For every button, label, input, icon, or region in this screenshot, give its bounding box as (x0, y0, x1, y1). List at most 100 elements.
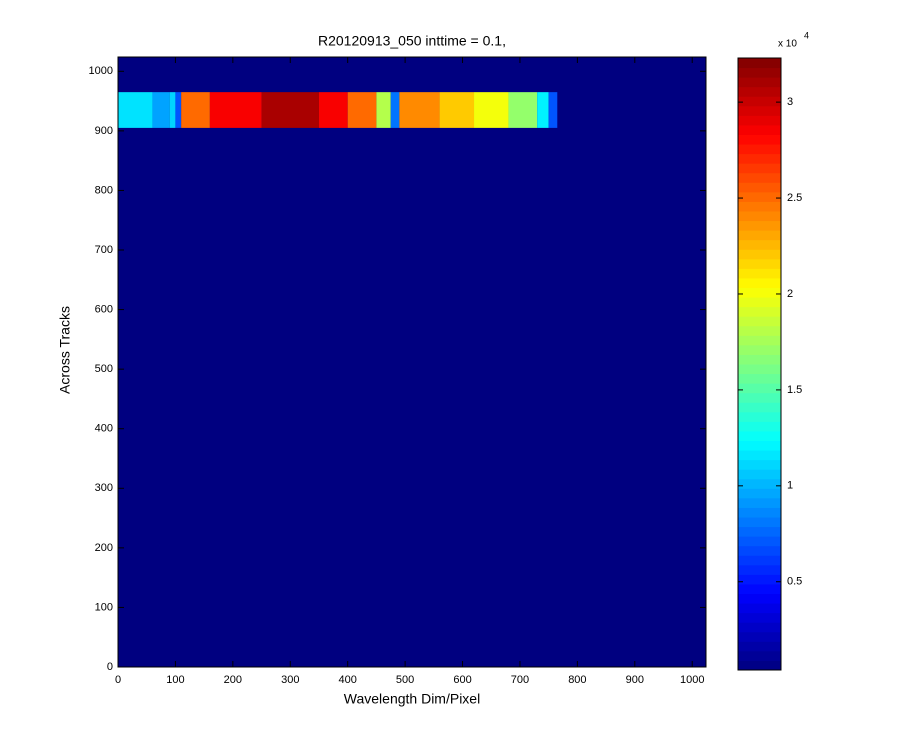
colorbar-cell (738, 249, 781, 260)
x-tick-label: 800 (568, 674, 586, 686)
colorbar-cell (738, 239, 781, 250)
colorbar-cell (738, 440, 781, 451)
heatmap-cell (152, 92, 170, 128)
colorbar-cell (738, 364, 781, 375)
x-tick-label: 600 (453, 674, 471, 686)
colorbar-cell (738, 612, 781, 623)
colorbar-cell (738, 344, 781, 355)
x-tick-label: 1000 (680, 674, 704, 686)
x-tick-label: 400 (339, 674, 357, 686)
heatmap-cell (537, 92, 549, 128)
heatmap-cell (209, 92, 262, 128)
x-axis-label: Wavelength Dim/Pixel (344, 691, 480, 707)
y-tick-label: 300 (95, 482, 113, 494)
colorbar-cell (738, 182, 781, 193)
colorbar-cell (738, 115, 781, 126)
colorbar-cell (738, 517, 781, 528)
colorbar-cell (738, 258, 781, 269)
colorbar-cell (738, 134, 781, 145)
colorbar-tick-label: 2 (787, 288, 793, 300)
colorbar-cell (738, 191, 781, 202)
heatmap-cell (118, 92, 153, 128)
x-tick-label: 300 (281, 674, 299, 686)
x-tick-label: 0 (115, 674, 121, 686)
colorbar-cell (738, 211, 781, 222)
y-tick-label: 900 (95, 125, 113, 137)
colorbar-cell (738, 450, 781, 461)
colorbar-cell (738, 172, 781, 183)
colorbar-cell (738, 124, 781, 135)
y-tick-label: 200 (95, 542, 113, 554)
chart-title: R20120913_050 inttime = 0.1, (318, 33, 506, 49)
colorbar-cell (738, 325, 781, 336)
colorbar-cell (738, 306, 781, 317)
heatmap-cell (508, 92, 538, 128)
colorbar-cell (738, 96, 781, 107)
colorbar-cell (738, 335, 781, 346)
axes-box (117, 56, 707, 668)
y-tick-label: 600 (95, 303, 113, 315)
y-tick-label: 800 (95, 184, 113, 196)
colorbar-cell (738, 564, 781, 575)
x-tick-label: 200 (224, 674, 242, 686)
colorbar-tick-label: 1.5 (787, 384, 802, 396)
colorbar-tick-label: 2.5 (787, 192, 802, 204)
colorbar-box (737, 57, 782, 671)
colorbar-cell (738, 631, 781, 642)
colorbar-cell (738, 230, 781, 241)
y-tick-label: 0 (107, 661, 113, 673)
colorbar-cell (738, 67, 781, 78)
colorbar-cell (738, 220, 781, 231)
colorbar-cell (738, 316, 781, 327)
y-tick-label: 500 (95, 363, 113, 375)
colorbar-cell (738, 593, 781, 604)
colorbar-cell (738, 478, 781, 489)
y-tick-label: 400 (95, 423, 113, 435)
colorbar-cell (738, 650, 781, 661)
colorbar-cell (738, 86, 781, 97)
heatmap-cell (347, 92, 377, 128)
colorbar-cell (738, 459, 781, 470)
x-tick-label: 500 (396, 674, 414, 686)
heatmap-cell (439, 92, 475, 128)
colorbar-cell (738, 469, 781, 480)
colorbar-cell (738, 383, 781, 394)
colorbar-tick-label: 0.5 (787, 576, 802, 588)
colorbar-cell (738, 622, 781, 633)
colorbar-cell (738, 58, 781, 69)
colorbar-cell (738, 287, 781, 298)
colorbar-cell (738, 555, 781, 566)
colorbar-cell (738, 421, 781, 432)
colorbar-cell (738, 411, 781, 422)
heatmap-cell (169, 92, 176, 128)
colorbar-cell (738, 153, 781, 164)
colorbar-cell (738, 77, 781, 88)
heatmap-cell (261, 92, 319, 128)
colorbar-cell (738, 641, 781, 652)
heatmap-cell (548, 92, 558, 128)
colorbar-cell (738, 536, 781, 547)
colorbar-cell (738, 488, 781, 499)
heatmap-cell (376, 92, 391, 128)
x-tick-label: 900 (626, 674, 644, 686)
colorbar-multiplier: x 10 (778, 39, 797, 50)
colorbar-tick-label: 1 (787, 480, 793, 492)
colorbar-cell (738, 526, 781, 537)
colorbar-cell (738, 392, 781, 403)
y-tick-label: 100 (95, 601, 113, 613)
colorbar-cell (738, 268, 781, 279)
colorbar-cell (738, 497, 781, 508)
colorbar-cell (738, 507, 781, 518)
colorbar-cell (738, 574, 781, 585)
colorbar-cell (738, 105, 781, 116)
colorbar-cell (738, 660, 781, 671)
heatmap-cell (474, 92, 509, 128)
colorbar-cell (738, 354, 781, 365)
heatmap-cell (181, 92, 210, 128)
colorbar-cell (738, 201, 781, 212)
x-tick-label: 700 (511, 674, 529, 686)
colorbar-cell (738, 603, 781, 614)
heatmap-cell (318, 92, 348, 128)
heatmap-cell (175, 92, 182, 128)
